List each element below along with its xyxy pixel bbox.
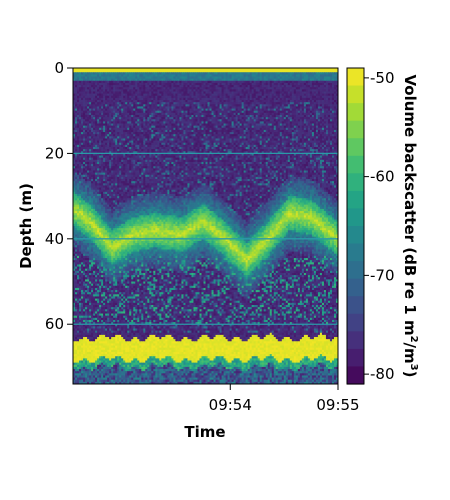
colorbar-tick-label: -50 [370, 69, 395, 87]
colorbar-tick-label: -80 [370, 365, 395, 383]
colorbar-step [347, 331, 364, 350]
y-axis-title: Depth (m) [17, 183, 35, 269]
colorbar-tick-label: -70 [370, 266, 395, 284]
x-tick-label: 09:55 [316, 396, 359, 414]
y-tick-label: 20 [45, 144, 64, 162]
y-tick-label: 0 [54, 59, 64, 77]
colorbar-step [347, 190, 364, 210]
colorbar-step [347, 313, 364, 332]
colorbar-step [347, 120, 364, 139]
colorbar-step [347, 103, 364, 122]
colorbar-step [347, 261, 364, 280]
colorbar-step [347, 348, 364, 368]
colorbar-step [347, 85, 364, 104]
colorbar-step [347, 155, 364, 174]
y-tick-label: 60 [45, 315, 64, 333]
x-axis: 09:54 09:55 [209, 384, 360, 414]
colorbar-frame [346, 67, 365, 385]
y-axis: 0 20 40 60 [45, 59, 73, 333]
colorbar-step [347, 366, 364, 385]
plot-area [73, 68, 338, 384]
y-tick-label: 40 [45, 230, 64, 248]
x-tick-label: 09:54 [209, 396, 252, 414]
colorbar: -50 -60 -70 -80 [346, 67, 395, 385]
colorbar-step [347, 68, 364, 87]
colorbar-step [347, 226, 364, 245]
colorbar-step [347, 138, 364, 157]
colorbar-tick-label: -60 [370, 168, 395, 186]
gridlines [73, 152, 338, 325]
colorbar-step [347, 208, 364, 227]
colorbar-title: Volume backscatter (dB re 1 m2/m3) [401, 75, 419, 378]
colorbar-step [347, 278, 364, 297]
colorbar-step [347, 173, 364, 192]
plot-frame [72, 67, 339, 385]
x-axis-title: Time [184, 423, 225, 441]
colorbar-step [347, 243, 364, 262]
colorbar-step [347, 296, 364, 315]
